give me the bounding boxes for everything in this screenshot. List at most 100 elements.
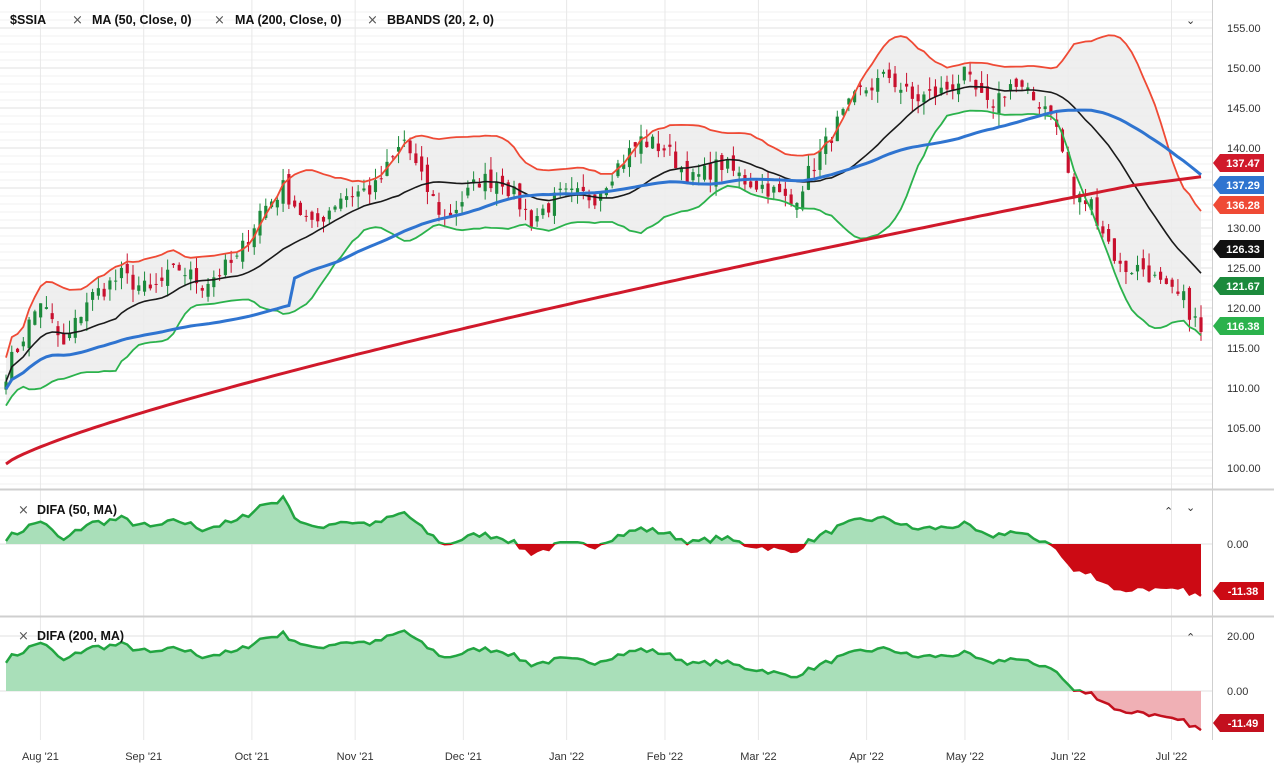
candle xyxy=(570,188,574,191)
legend-bbands[interactable]: BBANDS (20, 2, 0) xyxy=(387,13,494,27)
chevron-down-icon[interactable]: ⌄ xyxy=(1186,501,1195,514)
candle xyxy=(414,153,418,164)
candle xyxy=(108,280,112,290)
badge-bb-mid-text: 126.33 xyxy=(1226,244,1260,256)
candle xyxy=(246,241,251,245)
candle xyxy=(119,267,124,279)
candle xyxy=(212,277,216,288)
candle xyxy=(708,163,712,180)
candle xyxy=(633,142,637,147)
candle xyxy=(1089,199,1093,210)
chevron-down-icon[interactable]: ⌄ xyxy=(1186,14,1195,27)
badge-difa50-text: -11.38 xyxy=(1228,586,1259,598)
candle xyxy=(1060,129,1065,152)
candle xyxy=(489,169,493,189)
candle xyxy=(229,259,233,263)
candle xyxy=(599,192,603,201)
difa200-title[interactable]: DIFA (200, MA) xyxy=(37,629,124,643)
candle xyxy=(50,313,54,320)
candle xyxy=(27,319,31,349)
candle xyxy=(1003,96,1007,98)
candle xyxy=(1095,197,1099,226)
y-tick-label: 140.00 xyxy=(1227,143,1261,155)
candle xyxy=(327,210,331,220)
candle xyxy=(812,169,816,172)
candle xyxy=(726,159,730,169)
candle xyxy=(818,150,822,170)
difa50-title[interactable]: DIFA (50, MA) xyxy=(37,503,117,517)
remove-ma200-icon[interactable]: × xyxy=(214,13,225,28)
badge-bb-upper: 137.47 xyxy=(1213,154,1264,172)
candle xyxy=(1159,271,1163,280)
candle xyxy=(1032,91,1036,101)
bbands-middle-line xyxy=(5,85,1202,382)
candle xyxy=(1193,316,1197,318)
candle xyxy=(304,215,308,217)
candle xyxy=(951,84,955,90)
chevron-up-icon[interactable]: ⌃ xyxy=(1186,631,1195,644)
y-tick-label: 0.00 xyxy=(1227,686,1248,698)
remove-difa50-icon[interactable]: × xyxy=(18,503,29,518)
y-tick-label: 110.00 xyxy=(1227,383,1260,395)
candle xyxy=(922,94,926,103)
badge-bb-upper-shape xyxy=(1213,154,1264,172)
candle xyxy=(1043,106,1047,110)
legend-ma50[interactable]: MA (50, Close, 0) xyxy=(92,13,192,27)
candle xyxy=(287,174,291,205)
candle xyxy=(824,136,828,154)
candle xyxy=(1026,87,1030,90)
candle xyxy=(1101,226,1105,234)
badge-bb-lower-shape xyxy=(1213,317,1264,335)
remove-bbands-icon[interactable]: × xyxy=(367,13,378,28)
candle xyxy=(772,186,776,193)
candle xyxy=(1182,291,1186,301)
chevron-up-icon[interactable]: ⌃ xyxy=(1164,505,1173,518)
candle xyxy=(541,208,545,216)
badge-ma50-shape xyxy=(1213,176,1264,194)
x-tick-label: Feb '22 xyxy=(647,751,683,763)
candle xyxy=(1170,279,1174,287)
candle xyxy=(714,159,718,187)
candle xyxy=(166,269,170,286)
candles xyxy=(4,61,1203,395)
candle xyxy=(1135,264,1140,272)
candle xyxy=(685,160,689,184)
remove-difa200-icon[interactable]: × xyxy=(18,629,29,644)
candle xyxy=(575,188,580,194)
candle xyxy=(448,212,453,217)
candle xyxy=(67,333,72,339)
candle xyxy=(581,186,585,191)
candle xyxy=(373,180,378,193)
candle xyxy=(1107,229,1111,242)
candle xyxy=(691,172,695,181)
candle xyxy=(171,263,175,265)
candle xyxy=(483,173,487,192)
candle xyxy=(15,348,20,353)
candle xyxy=(102,288,106,297)
candle xyxy=(939,87,943,94)
candle xyxy=(44,307,48,309)
x-tick-label: Dec '21 xyxy=(445,751,482,763)
candle xyxy=(1124,260,1128,273)
candle xyxy=(223,259,227,276)
x-tick-label: May '22 xyxy=(946,751,984,763)
candle xyxy=(460,202,464,207)
candle xyxy=(853,91,857,103)
candle xyxy=(200,287,204,291)
badge-ma200-text: 136.28 xyxy=(1226,200,1260,212)
candle xyxy=(1072,176,1076,196)
candle xyxy=(1049,105,1053,115)
difa50-line xyxy=(4,494,1053,544)
legend-ma200[interactable]: MA (200, Close, 0) xyxy=(235,13,342,27)
candle xyxy=(627,148,632,168)
candle xyxy=(558,188,562,191)
candle xyxy=(783,188,787,196)
x-tick-label: Jul '22 xyxy=(1156,751,1187,763)
candle xyxy=(148,284,152,289)
x-tick-label: Sep '21 xyxy=(125,751,162,763)
remove-ma50-icon[interactable]: × xyxy=(72,13,83,28)
y-tick-label: 0.00 xyxy=(1227,539,1248,551)
candle xyxy=(85,302,89,322)
candle xyxy=(241,240,245,262)
